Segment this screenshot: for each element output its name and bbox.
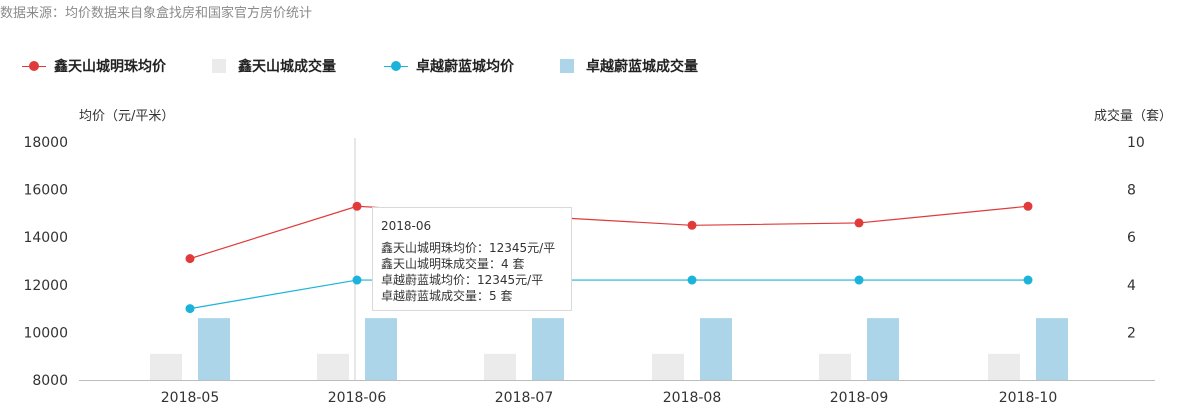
- x-tick-label: 2018-10: [999, 390, 1058, 406]
- bar-2-2018-09: [867, 318, 899, 380]
- ticks-layer: 8000 10000 12000 14000 16000 18000 2 4 6 8 10 2018-…: [23, 135, 1144, 406]
- bar-1-2018-08: [652, 353, 684, 380]
- series-1-point-2018-06: [352, 201, 362, 211]
- bar-1-2018-10: [988, 353, 1020, 380]
- series-line-1: [189, 205, 1029, 260]
- x-tick-label: 2018-08: [663, 390, 722, 406]
- series-2-point-2018-09: [854, 275, 864, 285]
- legend-item-zy-price[interactable]: 卓越蔚蓝城均价: [384, 56, 514, 76]
- y-left-tick-label: 18000: [23, 135, 68, 151]
- left-axis-title: 均价（元/平米）: [79, 109, 175, 124]
- y-right-tick-label: 10: [1127, 135, 1145, 151]
- x-tick-label: 2018-06: [328, 390, 387, 406]
- y-right-tick-label: 2: [1127, 325, 1136, 341]
- y-left-tick-label: 14000: [23, 230, 68, 246]
- lines-layer: [189, 205, 1029, 310]
- x-tick-label: 2018-05: [161, 390, 220, 406]
- bar-2-2018-10: [1036, 318, 1068, 380]
- tooltip-line: 鑫天山城明珠成交量：4 套: [381, 257, 525, 271]
- y-left-tick-label: 10000: [23, 325, 68, 341]
- tooltip-line: 卓越蔚蓝城成交量：5 套: [381, 289, 513, 303]
- legend-label: 鑫天山城成交量: [238, 59, 336, 75]
- bar-2-2018-05: [198, 318, 230, 380]
- tooltip-line: 鑫天山城明珠均价：12345元/平: [381, 241, 556, 255]
- bar-2-2018-07: [532, 318, 564, 380]
- data-source-note: 数据来源：均价数据来自象盒找房和国家官方房价统计: [0, 6, 313, 21]
- legend-label: 鑫天山城明珠均价: [54, 59, 166, 75]
- series-line-2: [189, 279, 1028, 310]
- legend-item-zy-volume[interactable]: 卓越蔚蓝城成交量: [560, 56, 698, 76]
- series-2-point-2018-10: [1023, 275, 1033, 285]
- bar-1-2018-07: [484, 353, 516, 380]
- tooltip-date: 2018-06: [381, 219, 432, 233]
- y-left-tick-label: 12000: [23, 278, 68, 294]
- legend-label: 卓越蔚蓝城成交量: [586, 59, 698, 75]
- legend-bar-marker: [212, 59, 226, 73]
- bars-layer: [150, 318, 1068, 380]
- y-right-tick-label: 6: [1127, 230, 1136, 246]
- chart-tooltip: 2018-06 鑫天山城明珠均价：12345元/平 鑫天山城明珠成交量：4 套 …: [372, 207, 572, 311]
- bar-1-2018-06: [317, 353, 349, 380]
- legend-bar-marker: [560, 59, 574, 73]
- x-tick-label: 2018-09: [830, 390, 889, 406]
- legend-label: 卓越蔚蓝城均价: [416, 59, 514, 75]
- y-left-tick-label: 8000: [32, 373, 68, 389]
- bar-1-2018-05: [150, 353, 182, 380]
- bar-2-2018-06: [365, 318, 397, 380]
- bar-1-2018-09: [819, 353, 851, 380]
- series-1-point-2018-08: [687, 220, 697, 230]
- series-1-point-2018-09: [854, 218, 864, 228]
- y-right-tick-label: 4: [1127, 278, 1136, 294]
- series-2-point-2018-06: [352, 275, 362, 285]
- legend-line-marker: [384, 60, 408, 72]
- axis-layer: [79, 138, 1155, 381]
- series-2-point-2018-08: [687, 275, 697, 285]
- legend-item-xts-price[interactable]: 鑫天山城明珠均价: [22, 56, 166, 76]
- bar-2-2018-08: [700, 318, 732, 380]
- legend-item-xts-volume[interactable]: 鑫天山城成交量: [212, 56, 336, 76]
- tooltip-line: 卓越蔚蓝城均价：12345元/平: [381, 273, 544, 287]
- y-right-tick-label: 8: [1127, 183, 1136, 199]
- y-left-tick-label: 16000: [23, 183, 68, 199]
- series-2-point-2018-05: [185, 304, 195, 314]
- series-1-point-2018-10: [1023, 201, 1033, 211]
- legend-line-marker: [22, 60, 46, 72]
- right-axis-title: 成交量（套）: [1093, 109, 1172, 124]
- chart-legend: 鑫天山城明珠均价 鑫天山城成交量 卓越蔚蓝城均价 卓越蔚蓝城成交量: [22, 56, 744, 76]
- series-1-point-2018-05: [185, 254, 195, 264]
- x-tick-label: 2018-07: [495, 390, 554, 406]
